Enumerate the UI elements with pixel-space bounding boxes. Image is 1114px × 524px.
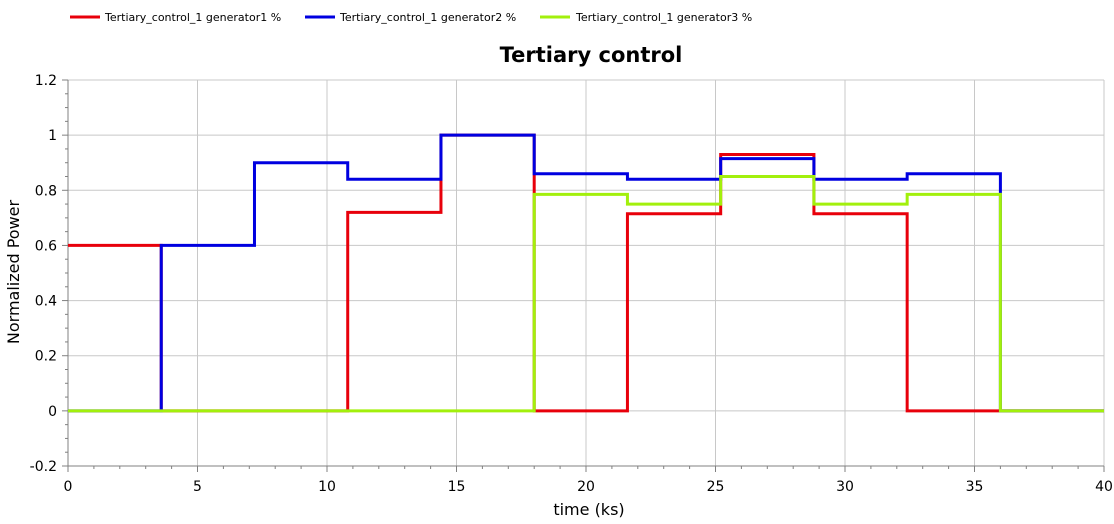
series-line-generator3 bbox=[68, 175, 1104, 413]
x-tick-label: 25 bbox=[707, 479, 725, 495]
y-tick-label: -0.2 bbox=[30, 459, 57, 475]
y-tick-label: 0.8 bbox=[35, 183, 57, 199]
x-axis-label: time (ks) bbox=[553, 500, 624, 519]
y-tick-label: 0.6 bbox=[35, 238, 57, 254]
legend-label: Tertiary_control_1 generator1 % bbox=[104, 11, 281, 24]
legend-label: Tertiary_control_1 generator3 % bbox=[575, 11, 752, 24]
series-layer bbox=[68, 133, 1104, 413]
x-tick-label: 15 bbox=[448, 479, 466, 495]
axes bbox=[62, 79, 1105, 472]
y-tick-label: 0.2 bbox=[35, 349, 57, 365]
x-tick-label: 30 bbox=[836, 479, 854, 495]
tick-labels: 0 5 10 15 20 25 30 35 40 -0.2 0 0.2 0.4 0.6 0.8 1 1.2 bbox=[30, 73, 1113, 495]
legend: Tertiary_control_1 generator1 % Tertiary_… bbox=[70, 11, 752, 24]
x-tick-label: 35 bbox=[966, 479, 984, 495]
legend-label: Tertiary_control_1 generator2 % bbox=[339, 11, 516, 24]
x-tick-label: 0 bbox=[64, 479, 73, 495]
y-tick-label: 0 bbox=[48, 404, 57, 420]
grid bbox=[67, 79, 1105, 467]
y-tick-label: 0.4 bbox=[35, 294, 57, 310]
x-tick-label: 5 bbox=[193, 479, 202, 495]
x-tick-label: 10 bbox=[318, 479, 336, 495]
y-axis-label: Normalized Power bbox=[4, 199, 23, 344]
x-tick-label: 40 bbox=[1095, 479, 1113, 495]
series-line-generator2 bbox=[68, 133, 1104, 413]
x-tick-label: 20 bbox=[577, 479, 595, 495]
chart-title: Tertiary control bbox=[500, 43, 683, 67]
y-tick-label: 1.2 bbox=[35, 73, 57, 89]
y-tick-label: 1 bbox=[48, 128, 57, 144]
